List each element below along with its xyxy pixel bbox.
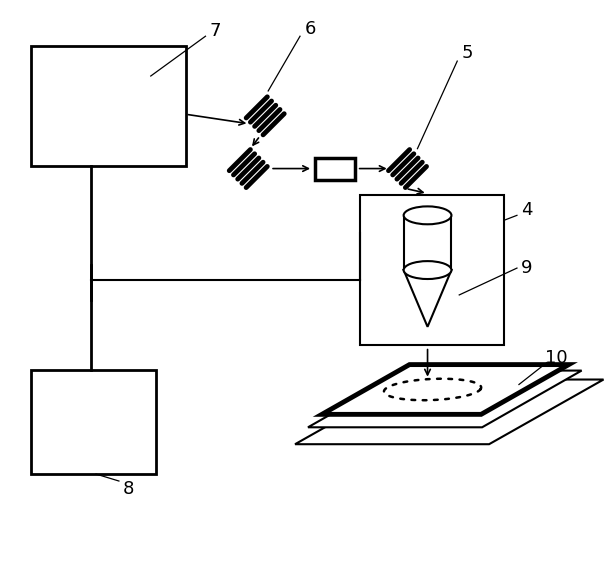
Polygon shape: [308, 371, 582, 428]
Text: 4: 4: [521, 201, 533, 219]
Text: 7: 7: [209, 22, 221, 40]
Bar: [31, 46, 186, 166]
Text: 5: 5: [462, 44, 473, 62]
Text: 10: 10: [546, 349, 568, 367]
Bar: [360, 196, 504, 345]
Text: 6: 6: [304, 20, 315, 38]
Polygon shape: [322, 365, 569, 414]
Polygon shape: [295, 379, 604, 444]
Bar: [315, 158, 355, 180]
Ellipse shape: [404, 261, 451, 279]
Text: 9: 9: [521, 259, 533, 277]
Polygon shape: [404, 270, 451, 327]
Ellipse shape: [404, 206, 451, 225]
Text: 8: 8: [123, 480, 135, 498]
Bar: [404, 215, 451, 270]
Bar: [31, 370, 156, 474]
